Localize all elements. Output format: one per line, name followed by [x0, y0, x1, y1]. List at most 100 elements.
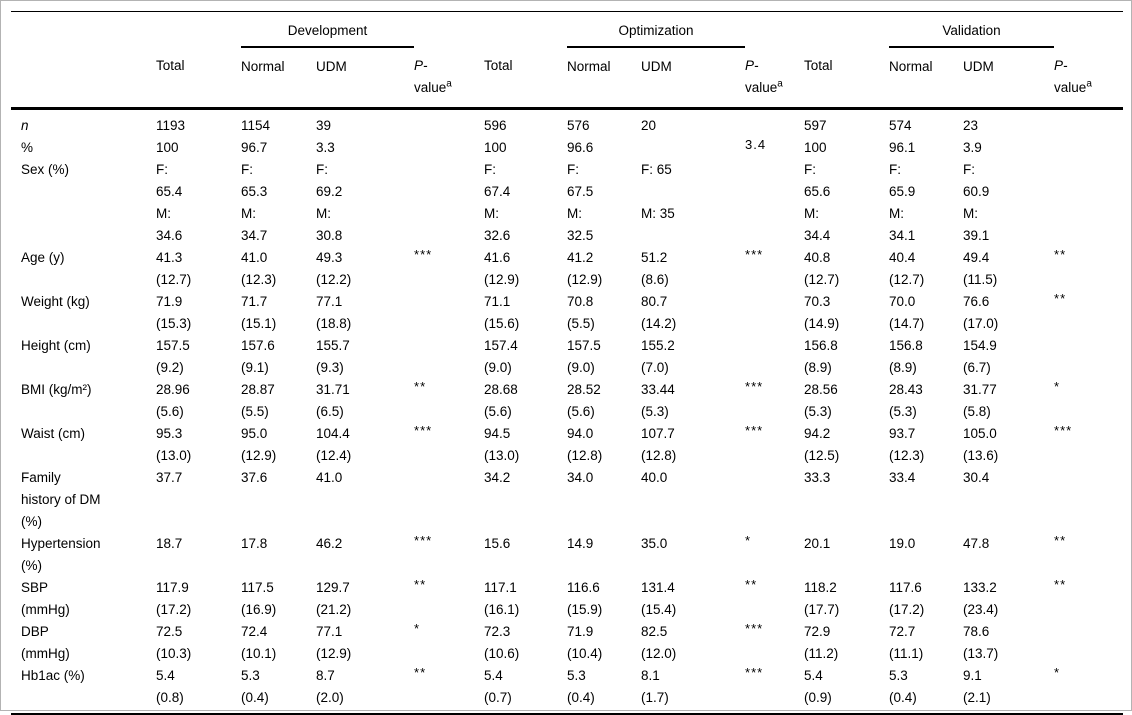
pvalue-cell: ***: [745, 665, 804, 714]
pvalue-cell: [414, 203, 484, 247]
significance-asterisks: *: [414, 621, 421, 636]
data-cell: 155.2 (7.0): [641, 338, 675, 375]
data-cell: 157.4 (9.0): [484, 338, 518, 375]
pvalue-footnote-marker: a: [446, 78, 452, 90]
significance-asterisks: **: [414, 577, 427, 592]
pvalue-italic-p: P-: [1054, 58, 1068, 73]
pvalue-cell: [414, 109, 484, 138]
pvalue-cell: ***: [745, 247, 804, 291]
corner-cell: [11, 12, 156, 48]
data-cell: 76.6 (17.0): [963, 294, 999, 331]
significance-asterisks: **: [1054, 247, 1067, 262]
data-cell: 1154: [241, 118, 271, 133]
data-cell: 117.9 (17.2): [156, 580, 192, 617]
table-row: Sex (%) F: 65.4 F: 65.3 F: 69.2 F: 67.4 F: 67…: [11, 159, 1123, 203]
pvalue-footnote-marker: a: [1086, 78, 1092, 90]
significance-asterisks: ***: [745, 621, 764, 636]
data-cell: 71.7 (15.1): [241, 294, 277, 331]
data-cell: 80.7 (14.2): [641, 294, 677, 331]
data-cell: 118.2 (17.7): [804, 580, 840, 617]
data-cell: 41.2 (12.9): [567, 250, 603, 287]
pvalue-cell: ***: [414, 423, 484, 467]
data-cell: [641, 137, 745, 159]
data-cell: 19.0: [889, 536, 916, 551]
table-row: BMI (kg/m²) 28.96 (5.6) 28.87 (5.5) 31.71 (…: [11, 379, 1123, 423]
data-cell: M: 34.6: [156, 206, 183, 243]
pvalue-cell: **: [1054, 577, 1123, 621]
pvalue-cell: ***: [745, 379, 804, 423]
data-cell: F: 65.9: [889, 162, 916, 199]
data-cell: 157.5 (9.2): [156, 338, 190, 375]
data-cell: M: 32.6: [484, 206, 511, 243]
pvalue-cell: **: [1054, 291, 1123, 335]
data-cell: 5.3 (0.4): [889, 668, 917, 705]
total-gap-cell: [484, 12, 567, 48]
row-label: Hypertension (%): [21, 536, 101, 573]
pvalue-cell: [745, 291, 804, 335]
row-label: SBP (mmHg): [21, 580, 70, 617]
data-cell: F: 67.4: [484, 162, 511, 199]
data-cell: 71.9 (15.3): [156, 294, 192, 331]
pvalue-cell: [745, 109, 804, 138]
pvalue-cell: **: [1054, 533, 1123, 577]
row-label: Waist (cm): [21, 426, 85, 441]
data-cell: 72.9 (11.2): [804, 624, 839, 661]
data-cell: 5.3 (0.4): [567, 668, 595, 705]
pvalue-gap-cell: [1054, 12, 1123, 48]
data-cell: 33.4: [889, 470, 916, 485]
row-label: %: [21, 140, 34, 155]
data-cell: 100: [804, 140, 827, 155]
significance-asterisks: **: [1054, 577, 1067, 592]
data-cell: 96.1: [889, 140, 916, 155]
pvalue-cell: ***: [414, 247, 484, 291]
pvalue-cell: [1054, 203, 1123, 247]
data-cell: 34.2: [484, 470, 511, 485]
data-cell: 104.4 (12.4): [316, 426, 352, 463]
normal-column-header: Normal: [241, 59, 285, 74]
data-cell: 49.4 (11.5): [963, 250, 998, 287]
data-cell: M: 32.5: [567, 206, 594, 243]
pvalue-italic-p: P-: [745, 58, 759, 73]
data-cell: 5.4 (0.9): [804, 668, 832, 705]
significance-asterisks: ***: [745, 423, 764, 438]
data-cell: 96.7: [241, 140, 268, 155]
pvalue-cell: [745, 467, 804, 533]
pvalue-cell: ***: [1054, 423, 1123, 467]
data-cell: 77.1 (12.9): [316, 624, 352, 661]
data-cell: F: 65.6: [804, 162, 831, 199]
data-cell: 72.4 (10.1): [241, 624, 277, 661]
data-cell: 18.7: [156, 536, 183, 551]
significance-asterisks: *: [1054, 379, 1061, 394]
data-cell: 574: [889, 118, 912, 133]
data-cell: 23: [963, 118, 979, 133]
data-cell: 116.6 (15.9): [567, 580, 603, 617]
pvalue-cell: **: [414, 665, 484, 714]
data-cell: 156.8 (8.9): [889, 338, 923, 375]
pvalue-cell: ***: [414, 533, 484, 577]
pvalue-cell: *: [1054, 379, 1123, 423]
row-label: Age (y): [21, 250, 65, 265]
data-cell: 8.1 (1.7): [641, 668, 669, 705]
pvalue-cell: [414, 137, 484, 159]
pvalue-cell: ***: [745, 621, 804, 665]
data-cell: 15.6: [484, 536, 511, 551]
data-cell: 71.9 (10.4): [567, 624, 603, 661]
table-row: Age (y) 41.3 (12.7) 41.0 (12.3) 49.3 (12.2)…: [11, 247, 1123, 291]
total-gap-cell: [804, 12, 889, 48]
pvalue-gap-cell: [414, 12, 484, 48]
data-cell: 35.0: [641, 536, 668, 551]
pvalue-cell: [1054, 621, 1123, 665]
data-cell: 100: [156, 140, 179, 155]
data-cell: 8.7 (2.0): [316, 668, 344, 705]
data-cell: 46.2: [316, 536, 343, 551]
pvalue-cell: ***: [745, 423, 804, 467]
data-cell: 39: [316, 118, 332, 133]
data-cell: F: 65.4: [156, 162, 183, 199]
data-cell: 3.3: [316, 140, 335, 155]
pvalue-cell: [745, 203, 804, 247]
row-label-header: [11, 47, 156, 109]
pvalue-cell: *: [1054, 665, 1123, 714]
data-cell: 94.0 (12.8): [567, 426, 603, 463]
group-label-validation: Validation: [889, 11, 1055, 48]
